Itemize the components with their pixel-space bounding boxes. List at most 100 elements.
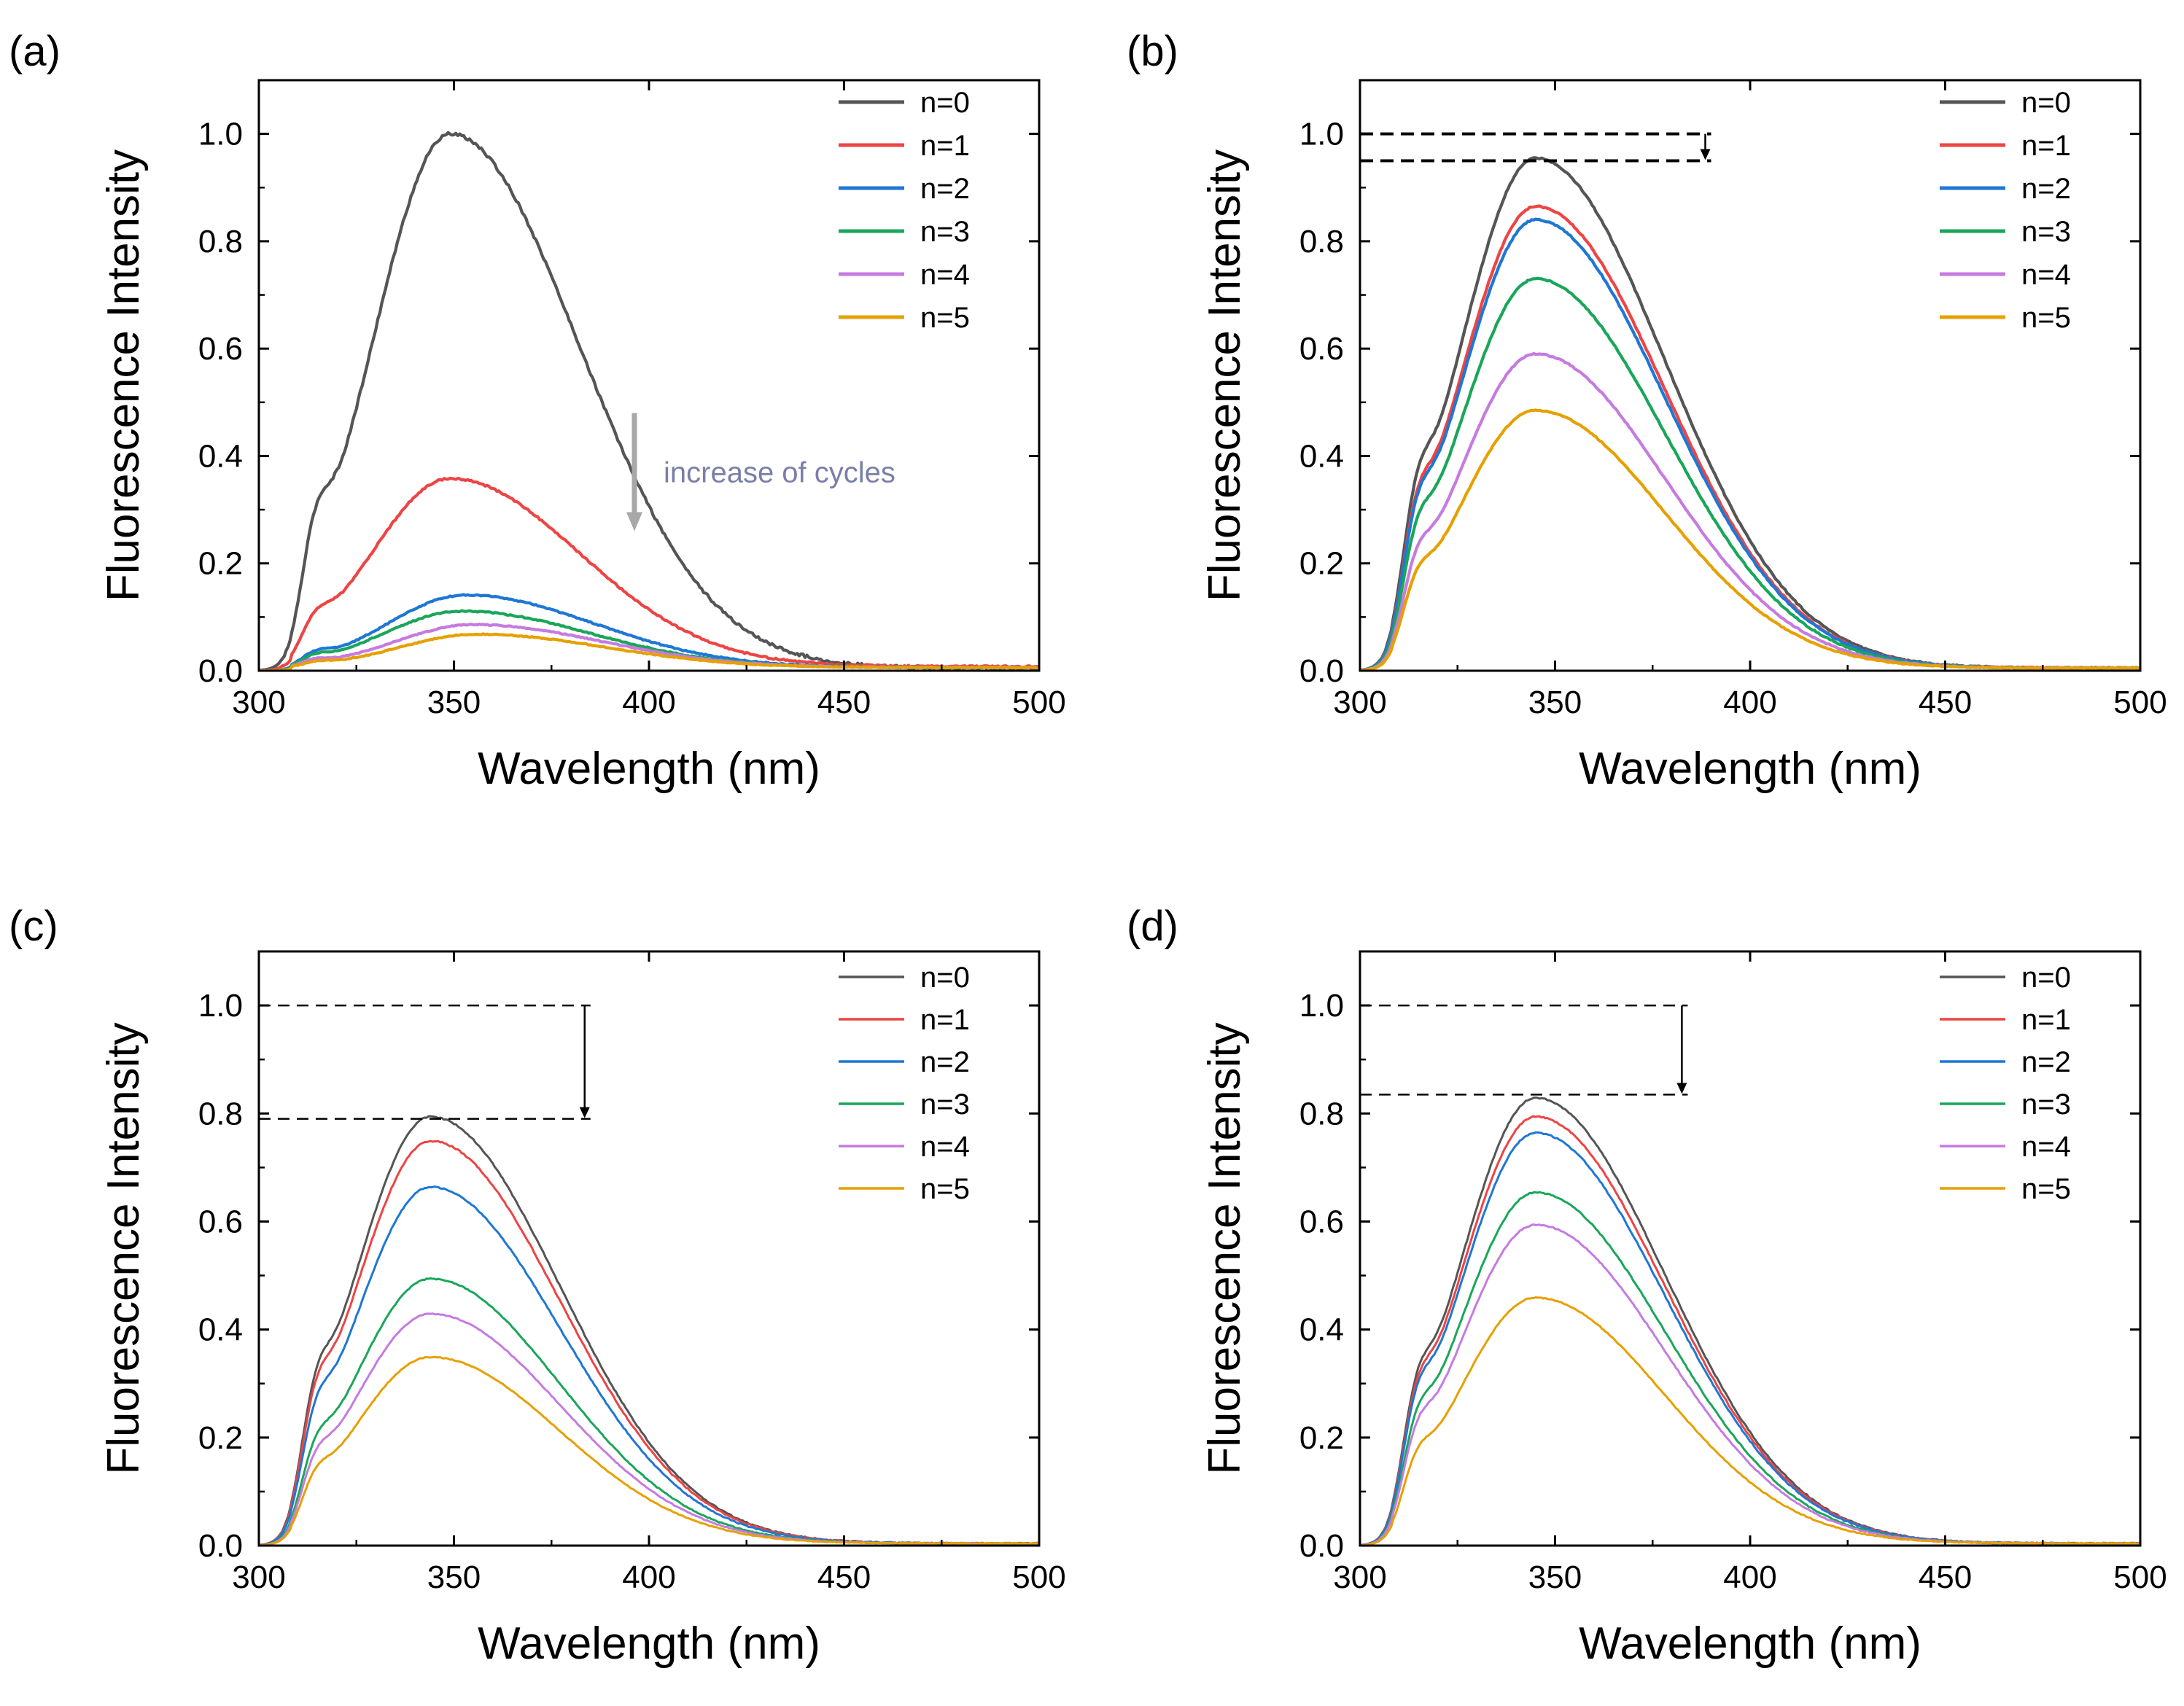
legend-label: n=4 (920, 1131, 970, 1163)
x-tick-label: 400 (622, 1559, 675, 1595)
x-tick-label: 350 (1528, 685, 1582, 720)
x-tick-label: 300 (1333, 1559, 1386, 1595)
series-group (1360, 156, 2140, 671)
y-tick-label: 1.0 (1299, 988, 1344, 1024)
x-tick-label: 300 (232, 685, 285, 720)
y-axis-title: Fluorescence Intensity (1200, 149, 1250, 601)
x-tick-label: 500 (1012, 685, 1065, 720)
legend-label: n=0 (2021, 87, 2071, 119)
chart-panel-2: 300 350 400 450 500 0.0 0.2 0.4 0.6 0.8 1.0 Wavelen… (1127, 28, 2167, 794)
y-tick-label: 0.2 (198, 1420, 243, 1456)
legend: n=0 n=1 n=2 n=3 n=4 n=5 (839, 962, 970, 1205)
y-tick-label: 0.4 (1299, 1312, 1344, 1348)
legend-label: n=4 (2021, 259, 2071, 291)
legend-label: n=1 (2021, 130, 2071, 162)
x-tick-label: 500 (2113, 685, 2166, 720)
chart-panel-3: 300 350 400 450 500 0.0 0.2 0.4 0.6 0.8 1.0 Wavelen… (9, 903, 1066, 1669)
legend: n=0 n=1 n=2 n=3 n=4 n=5 (839, 87, 970, 334)
x-tick-label: 500 (1012, 1559, 1065, 1595)
legend-label: n=0 (920, 962, 970, 994)
y-tick-label: 0.2 (1299, 546, 1344, 582)
y-tick-label: 0.4 (198, 438, 243, 474)
series-line-n5 (1360, 1296, 2140, 1546)
series-line-n4 (1360, 351, 2140, 671)
series-line-n0 (259, 131, 1039, 671)
x-tick-label: 300 (232, 1559, 285, 1595)
x-axis-title: Wavelength (nm) (478, 744, 820, 794)
legend-label: n=5 (2021, 302, 2071, 334)
legend-label: n=3 (920, 216, 970, 248)
panel-label: (d) (1127, 903, 1178, 950)
x-axis-title: Wavelength (nm) (478, 1619, 820, 1669)
x-tick-label: 350 (427, 1559, 481, 1595)
y-tick-label: 0.6 (1299, 331, 1344, 367)
x-tick-label: 450 (817, 1559, 871, 1595)
series-line-n2 (259, 593, 1039, 671)
legend-label: n=2 (2021, 173, 2071, 205)
legend-label: n=5 (920, 302, 970, 334)
y-axis-title: Fluorescence Intensity (98, 149, 149, 601)
legend-label: n=2 (920, 173, 970, 205)
legend-label: n=4 (920, 259, 970, 291)
series-line-n4 (1360, 1223, 2140, 1546)
x-tick-label: 350 (427, 685, 481, 720)
chart-panel-4: 300 350 400 450 500 0.0 0.2 0.4 0.6 0.8 1.0 Wavelen… (1127, 903, 2167, 1669)
x-tick-label: 450 (1919, 685, 1972, 720)
y-tick-label: 0.0 (198, 1528, 243, 1564)
y-tick-label: 0.0 (1299, 1528, 1344, 1564)
x-axis-title: Wavelength (nm) (1579, 744, 1921, 794)
x-tick-label: 400 (622, 685, 675, 720)
y-tick-label: 0.0 (1299, 653, 1344, 689)
plot-frame (257, 79, 1041, 672)
legend-label: n=2 (920, 1046, 970, 1078)
y-tick-label: 0.2 (1299, 1420, 1344, 1456)
x-tick-label: 450 (817, 685, 871, 720)
y-tick-label: 0.8 (198, 224, 243, 260)
y-tick-label: 1.0 (198, 117, 243, 152)
series-line-n3 (1360, 1191, 2140, 1546)
legend-label: n=0 (920, 87, 970, 119)
y-tick-label: 0.8 (1299, 1096, 1344, 1132)
chart-panel-1: 300 350 400 450 500 0.0 0.2 0.4 0.6 0.8 1.0 Wavelen… (9, 28, 1066, 794)
decrease-arrow-head (1700, 149, 1711, 160)
legend-label: n=3 (920, 1088, 970, 1121)
legend-label: n=0 (2021, 962, 2071, 994)
series-line-n4 (259, 1312, 1039, 1546)
panel-label: (c) (9, 903, 58, 950)
cycles-arrow-head (626, 512, 642, 531)
y-axis-title: Fluorescence Intensity (1200, 1022, 1250, 1474)
y-tick-label: 0.4 (198, 1312, 243, 1348)
y-tick-label: 0.8 (1299, 224, 1344, 260)
x-tick-label: 500 (2113, 1559, 2166, 1595)
series-group (1360, 1097, 2140, 1546)
series-group (259, 131, 1039, 671)
panel-label: (b) (1127, 28, 1178, 75)
legend-label: n=1 (920, 1004, 970, 1036)
x-tick-label: 400 (1723, 1559, 1776, 1595)
series-line-n0 (1360, 1097, 2140, 1546)
legend-label: n=3 (2021, 1088, 2071, 1121)
y-tick-label: 0.6 (1299, 1204, 1344, 1239)
y-tick-label: 0.4 (1299, 438, 1344, 474)
legend-label: n=5 (920, 1173, 970, 1205)
series-line-n5 (259, 632, 1039, 671)
plot-frame (257, 950, 1041, 1547)
decrease-arrow-head (1676, 1083, 1687, 1094)
x-tick-label: 350 (1528, 1559, 1582, 1595)
series-line-n5 (1360, 408, 2140, 671)
legend-label: n=2 (2021, 1046, 2071, 1078)
panel-label: (a) (9, 28, 61, 75)
legend: n=0 n=1 n=2 n=3 n=4 n=5 (1940, 962, 2071, 1205)
x-tick-label: 300 (1333, 685, 1386, 720)
y-tick-label: 0.6 (198, 331, 243, 367)
legend-label: n=1 (920, 130, 970, 162)
y-tick-label: 0.6 (198, 1204, 243, 1239)
legend-label: n=3 (2021, 216, 2071, 248)
y-axis-title: Fluorescence Intensity (98, 1022, 149, 1474)
decrease-arrow-head (579, 1107, 590, 1118)
legend-label: n=1 (2021, 1004, 2071, 1036)
series-line-n3 (259, 1277, 1039, 1546)
annotation-text: increase of cycles (664, 457, 895, 489)
x-tick-label: 400 (1723, 685, 1776, 720)
